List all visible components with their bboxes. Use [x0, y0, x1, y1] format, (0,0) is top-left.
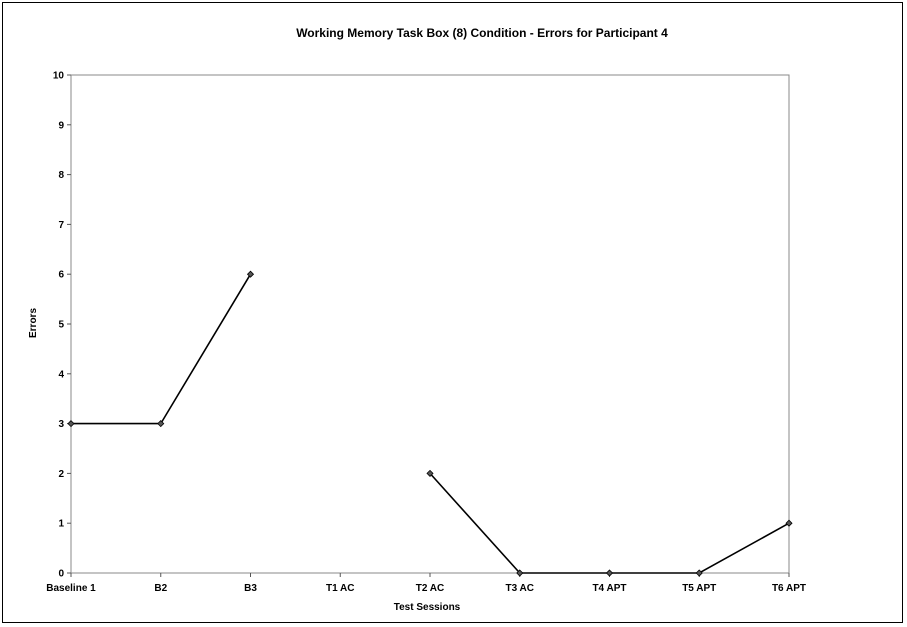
y-tick-label: 3 — [58, 419, 64, 430]
y-tick-label: 10 — [53, 71, 65, 82]
x-axis-ticks: Baseline 1 B2 B3 T1 AC T2 AC T3 AC T4 APT T5 AP… — [46, 573, 806, 594]
x-tick-label: T6 APT — [772, 583, 806, 594]
y-tick-label: 7 — [58, 220, 64, 231]
y-tick-label: 4 — [58, 369, 64, 380]
x-tick-label: T2 AC — [416, 583, 445, 594]
series-points — [67, 270, 793, 577]
y-tick-label: 8 — [58, 170, 64, 181]
data-point — [516, 569, 524, 577]
data-point — [157, 420, 165, 428]
x-tick-label: T1 AC — [326, 583, 355, 594]
y-tick-label: 9 — [58, 120, 64, 131]
y-tick-label: 6 — [58, 270, 64, 281]
x-tick-label: T3 AC — [505, 583, 534, 594]
plot-area — [70, 74, 790, 574]
y-tick-label: 5 — [58, 320, 64, 331]
data-point — [605, 569, 614, 577]
data-point — [695, 569, 703, 577]
x-tick-label: B3 — [244, 583, 257, 594]
y-axis-ticks: 0 1 2 3 4 5 6 7 8 9 10 — [53, 71, 71, 580]
x-axis-label: Test Sessions — [394, 602, 461, 613]
x-tick-label: Baseline 1 — [46, 583, 96, 594]
y-tick-label: 1 — [58, 519, 64, 530]
y-tick-label: 2 — [58, 469, 64, 480]
x-tick-label: B2 — [154, 583, 167, 594]
y-axis-label: Errors — [28, 308, 39, 338]
data-point — [246, 270, 255, 278]
x-tick-label: T4 APT — [592, 583, 626, 594]
data-point — [67, 420, 75, 428]
chart-title: Working Memory Task Box (8) Condition - … — [296, 26, 668, 40]
data-point — [785, 519, 793, 527]
data-point — [426, 469, 434, 477]
x-tick-label: T5 APT — [682, 583, 716, 594]
y-tick-label: 0 — [58, 569, 64, 580]
